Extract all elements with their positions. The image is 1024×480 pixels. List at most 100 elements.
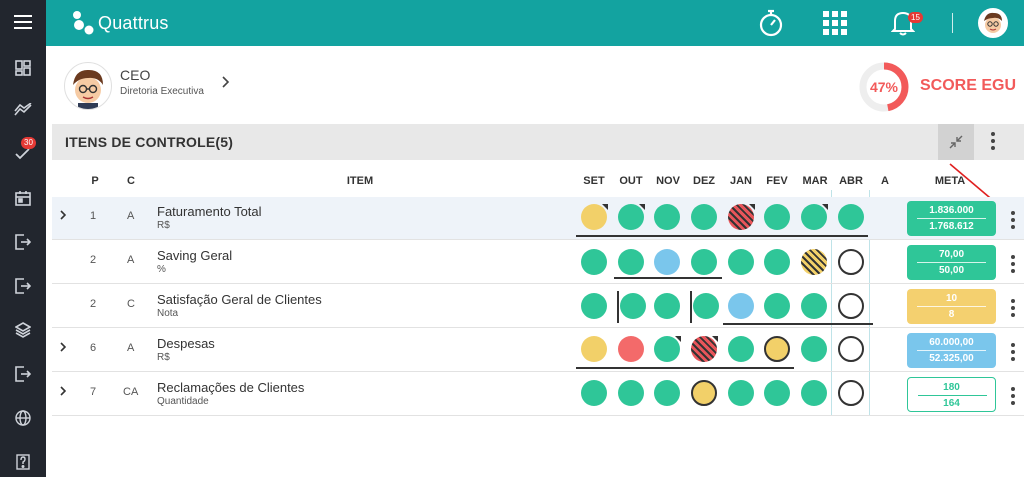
- item-name[interactable]: Satisfação Geral de Clientes: [157, 292, 322, 307]
- status-dot[interactable]: [618, 249, 644, 275]
- meta-badge[interactable]: 60.000,00 52.325,00: [907, 333, 996, 368]
- status-dot[interactable]: [728, 336, 754, 362]
- row-menu-icon[interactable]: [1010, 211, 1016, 229]
- chevron-right-icon[interactable]: [222, 75, 230, 91]
- exit-icon[interactable]: [0, 268, 46, 304]
- check-list-icon[interactable]: 30: [0, 136, 46, 172]
- top-bar-divider: [952, 13, 953, 33]
- status-dot[interactable]: [581, 204, 608, 230]
- status-dot[interactable]: [581, 249, 607, 275]
- expand-icon[interactable]: [60, 210, 67, 223]
- status-dot[interactable]: [838, 336, 864, 362]
- chart-trend-icon[interactable]: [0, 92, 46, 128]
- status-dot[interactable]: [838, 249, 864, 275]
- status-dot[interactable]: [691, 380, 717, 406]
- meta-target: 60.000,00: [929, 337, 974, 348]
- help-icon[interactable]: [0, 444, 46, 480]
- item-name[interactable]: Reclamações de Clientes: [157, 380, 305, 395]
- status-dot[interactable]: [801, 204, 828, 230]
- status-dot[interactable]: [838, 293, 864, 319]
- column-header-month: MAR: [802, 175, 828, 187]
- column-header-month: FEV: [766, 175, 788, 187]
- status-dot[interactable]: [728, 293, 754, 319]
- status-dot[interactable]: [801, 249, 827, 275]
- status-dot[interactable]: [618, 204, 645, 230]
- exit-icon[interactable]: [0, 356, 46, 392]
- apps-grid-icon[interactable]: [820, 8, 850, 38]
- globe-icon[interactable]: [0, 400, 46, 436]
- exit-icon[interactable]: [0, 224, 46, 260]
- status-dot[interactable]: [618, 336, 644, 362]
- top-bar: Quattrus 15: [46, 0, 1024, 46]
- status-dot[interactable]: [691, 249, 717, 275]
- status-dot[interactable]: [618, 380, 644, 406]
- priority-cell: 2: [90, 254, 97, 266]
- status-dot[interactable]: [728, 204, 755, 230]
- status-dot[interactable]: [728, 249, 754, 275]
- column-header-a: A: [881, 175, 889, 187]
- meta-badge[interactable]: 10 8: [907, 289, 996, 324]
- status-dot[interactable]: [838, 204, 864, 230]
- table-row[interactable]: 2 C Satisfação Geral de Clientes Nota 📎 …: [52, 277, 1024, 328]
- status-dot[interactable]: [654, 293, 680, 319]
- calendar-icon[interactable]: [0, 180, 46, 216]
- status-dot[interactable]: [764, 249, 790, 275]
- period-line: [723, 323, 873, 325]
- status-dot[interactable]: [838, 380, 864, 406]
- table-row[interactable]: 1 A Faturamento Total R$ 📎 1.836.000 1.7…: [52, 197, 1024, 240]
- expand-icon[interactable]: [60, 342, 67, 355]
- row-menu-icon[interactable]: [1010, 387, 1016, 405]
- row-menu-icon[interactable]: [1010, 299, 1016, 317]
- status-dot[interactable]: [691, 204, 717, 230]
- status-dot[interactable]: [581, 380, 607, 406]
- table-row[interactable]: 2 A Saving Geral % 📎 70,00 50,00: [52, 241, 1024, 284]
- row-menu-icon[interactable]: [1010, 255, 1016, 273]
- status-dot[interactable]: [691, 336, 718, 362]
- user-avatar[interactable]: [978, 8, 1008, 38]
- dashboard-icon[interactable]: [0, 50, 46, 86]
- notification-badge: 15: [908, 12, 923, 23]
- meta-badge[interactable]: 1.836.000 1.768.612: [907, 201, 996, 236]
- stopwatch-icon[interactable]: [756, 8, 786, 38]
- table-row[interactable]: 7 CA Reclamações de Clientes Quantidade …: [52, 373, 1024, 416]
- status-dot[interactable]: [801, 336, 827, 362]
- item-name[interactable]: Saving Geral: [157, 248, 233, 263]
- status-dot[interactable]: [581, 336, 607, 362]
- item-name[interactable]: Despesas: [157, 336, 215, 351]
- status-dot[interactable]: [620, 293, 646, 319]
- status-dot[interactable]: [764, 204, 790, 230]
- row-menu-icon[interactable]: [1010, 343, 1016, 361]
- status-dot[interactable]: [728, 380, 754, 406]
- status-dot[interactable]: [654, 380, 680, 406]
- status-dot[interactable]: [654, 336, 681, 362]
- section-menu-icon[interactable]: [990, 132, 996, 150]
- status-dot[interactable]: [654, 204, 680, 230]
- status-dot[interactable]: [801, 293, 827, 319]
- layers-icon[interactable]: [0, 312, 46, 348]
- item-name[interactable]: Faturamento Total: [157, 204, 262, 219]
- menu-icon[interactable]: [0, 4, 46, 40]
- column-header-month: JAN: [729, 175, 752, 187]
- profile-subtitle: Diretoria Executiva: [120, 86, 204, 97]
- meta-badge[interactable]: 180 164: [907, 377, 996, 412]
- app-name: Quattrus: [98, 12, 169, 33]
- expand-icon[interactable]: [60, 386, 67, 399]
- column-header-c: C: [127, 175, 135, 187]
- class-cell: A: [127, 254, 135, 266]
- table-row[interactable]: 6 A Despesas R$ 📎 60.000,00 52.325,00: [52, 329, 1024, 372]
- meta-target: 10: [945, 293, 958, 304]
- column-header-item: ITEM: [346, 175, 374, 187]
- period-line: [614, 277, 722, 279]
- collapse-button[interactable]: [938, 124, 974, 160]
- column-header-meta: META: [934, 175, 966, 187]
- status-dot[interactable]: [764, 293, 790, 319]
- status-dot[interactable]: [801, 380, 827, 406]
- app-logo[interactable]: Quattrus: [72, 8, 169, 38]
- status-dot[interactable]: [764, 380, 790, 406]
- status-dot[interactable]: [764, 336, 790, 362]
- meta-target: 70,00: [938, 249, 965, 260]
- status-dot[interactable]: [581, 293, 607, 319]
- status-dot[interactable]: [693, 293, 719, 319]
- status-dot[interactable]: [654, 249, 680, 275]
- meta-badge[interactable]: 70,00 50,00: [907, 245, 996, 280]
